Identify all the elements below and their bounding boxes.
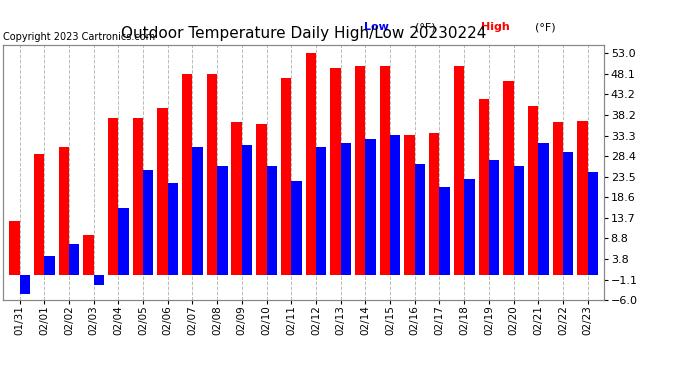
Text: Low: Low xyxy=(364,22,388,32)
Bar xyxy=(528,106,538,275)
Bar xyxy=(9,221,19,275)
Bar xyxy=(454,66,464,275)
Bar xyxy=(366,139,376,275)
Bar xyxy=(553,122,563,275)
Bar xyxy=(291,181,302,275)
Bar xyxy=(563,152,573,275)
Bar xyxy=(44,256,55,275)
Text: High: High xyxy=(481,22,509,32)
Bar xyxy=(59,147,69,275)
Title: Outdoor Temperature Daily High/Low 20230224: Outdoor Temperature Daily High/Low 20230… xyxy=(121,26,486,41)
Bar xyxy=(168,183,178,275)
Bar xyxy=(316,147,326,275)
Bar xyxy=(281,78,291,275)
Bar xyxy=(464,179,475,275)
Bar xyxy=(331,68,341,275)
Text: (°F): (°F) xyxy=(535,22,555,32)
Bar xyxy=(578,121,588,275)
Bar xyxy=(217,166,228,275)
Bar xyxy=(207,74,217,275)
Bar xyxy=(157,108,168,275)
Bar xyxy=(503,81,513,275)
Bar xyxy=(19,275,30,294)
Bar xyxy=(355,66,366,275)
Bar xyxy=(341,143,351,275)
Bar xyxy=(513,166,524,275)
Bar xyxy=(478,99,489,275)
Bar xyxy=(132,118,143,275)
Bar xyxy=(69,244,79,275)
Bar xyxy=(306,53,316,275)
Bar xyxy=(415,164,425,275)
Bar xyxy=(231,122,241,275)
Bar xyxy=(440,187,450,275)
Bar xyxy=(489,160,500,275)
Bar xyxy=(256,124,266,275)
Text: Copyright 2023 Cartronics.com: Copyright 2023 Cartronics.com xyxy=(3,33,155,42)
Bar xyxy=(266,166,277,275)
Bar xyxy=(404,135,415,275)
Bar xyxy=(143,170,153,275)
Bar xyxy=(241,146,253,275)
Bar xyxy=(193,147,203,275)
Bar xyxy=(538,143,549,275)
Bar xyxy=(390,135,400,275)
Bar xyxy=(108,118,118,275)
Bar xyxy=(94,275,104,285)
Bar xyxy=(83,235,94,275)
Bar xyxy=(380,66,390,275)
Bar xyxy=(34,154,44,275)
Bar xyxy=(429,133,440,275)
Bar xyxy=(118,208,129,275)
Bar xyxy=(588,172,598,275)
Bar xyxy=(182,74,193,275)
Text: (°F): (°F) xyxy=(415,22,435,32)
